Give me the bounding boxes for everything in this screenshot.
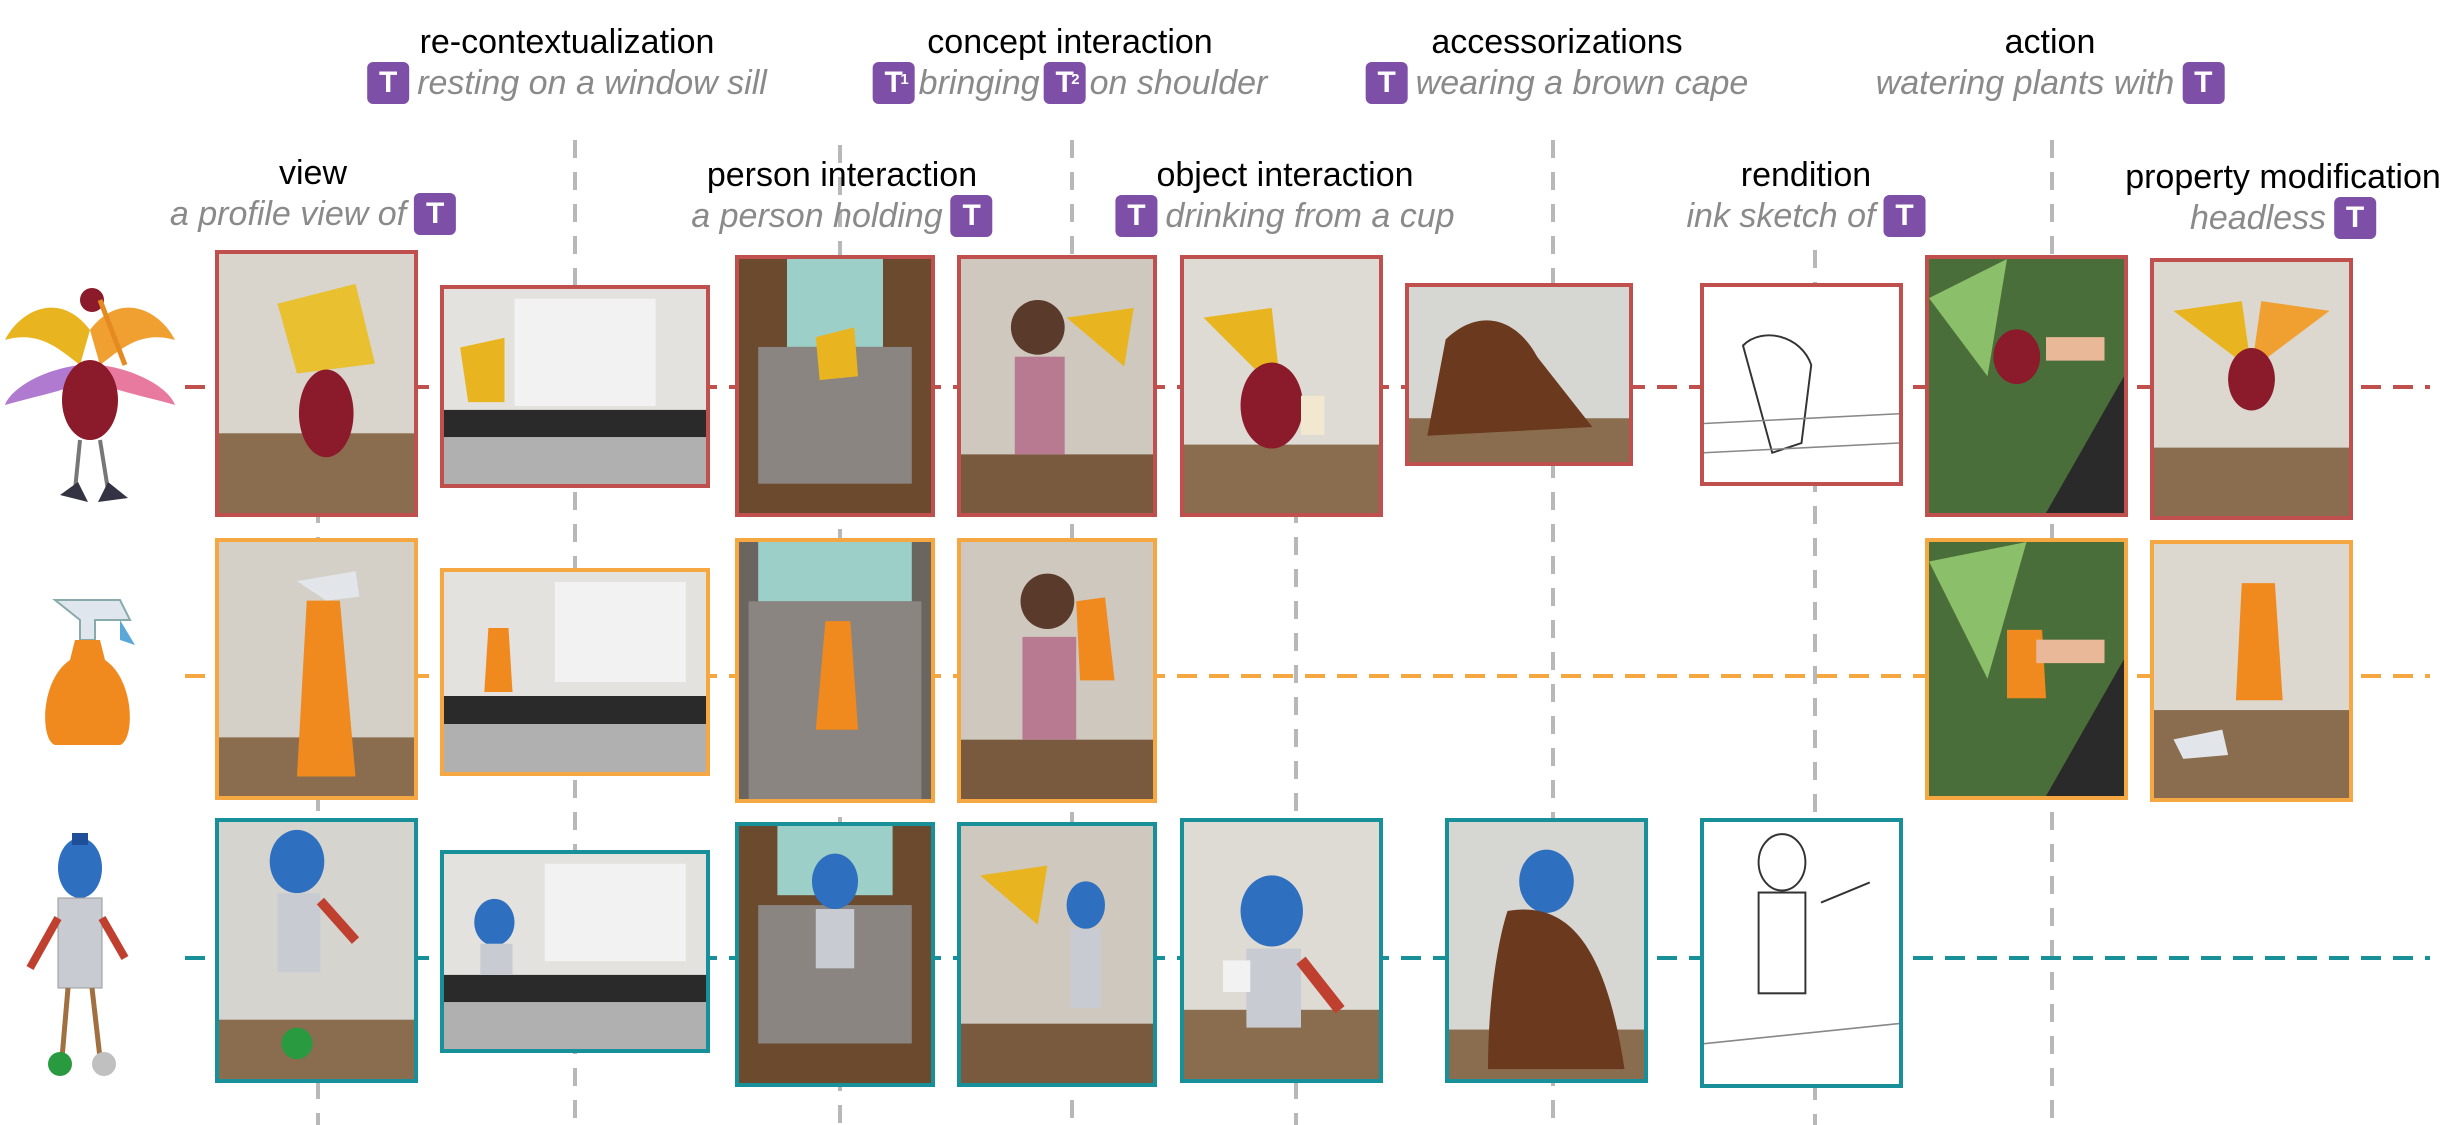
- generated-image-tile: [1925, 538, 2128, 800]
- column-title: property modification: [2125, 158, 2441, 196]
- column-prompt: T drinking from a cup: [1115, 195, 1455, 237]
- generated-image-tile: [215, 818, 418, 1083]
- generated-image-tile: [440, 285, 710, 488]
- column-label-action: action watering plants with T: [1876, 22, 2225, 104]
- generated-image-tile: [735, 822, 935, 1087]
- column-label-person: person interaction a person holding T: [691, 155, 993, 237]
- token-icon: T: [1365, 62, 1408, 104]
- token-icon: T: [367, 62, 410, 104]
- column-title: re-contextualization: [419, 23, 715, 61]
- token-icon: T: [2334, 197, 2377, 239]
- generated-image-tile: [440, 568, 710, 776]
- column-title: concept interaction: [927, 23, 1213, 61]
- spray-bottle-icon: [45, 599, 135, 745]
- column-label-object: object interaction T drinking from a cup: [1115, 155, 1455, 237]
- generated-image-tile: [1180, 255, 1383, 517]
- generated-image-tile: [1180, 818, 1383, 1083]
- column-prompt: ink sketch of T: [1687, 195, 1926, 237]
- column-title: view: [278, 154, 348, 192]
- generated-image-tile: [440, 850, 710, 1053]
- generated-image-tile: [957, 538, 1157, 803]
- token-icon: T: [1883, 195, 1926, 237]
- generated-image-tile: [957, 255, 1157, 517]
- bird-figure-icon: [5, 288, 175, 502]
- column-label-recontext: re-contextualization T resting on a wind…: [367, 22, 767, 104]
- generated-image-tile: [2150, 258, 2353, 520]
- column-prompt: watering plants with T: [1876, 62, 2225, 104]
- column-prompt: T resting on a window sill: [367, 62, 767, 104]
- column-title: object interaction: [1156, 156, 1414, 194]
- column-title: action: [2004, 23, 2096, 61]
- column-title: rendition: [1740, 156, 1872, 194]
- generated-image-tile: [1445, 818, 1648, 1083]
- column-prompt: T wearing a brown cape: [1365, 62, 1748, 104]
- bottle-figure-icon: [26, 833, 129, 1076]
- column-title: accessorizations: [1431, 23, 1683, 61]
- generated-image-tile: [2150, 540, 2353, 802]
- generated-image-tile: [1405, 283, 1633, 466]
- generated-image-tile: [1700, 283, 1903, 486]
- token-icon: T: [950, 195, 993, 237]
- generated-image-tile: [215, 250, 418, 517]
- column-prompt: a profile view of T: [170, 193, 457, 235]
- column-label-rendition: rendition ink sketch of T: [1687, 155, 1926, 237]
- token-icon: T: [2182, 62, 2225, 104]
- generated-image-tile: [215, 538, 418, 800]
- column-label-accessor: accessorizations T wearing a brown cape: [1365, 22, 1748, 104]
- column-label-view: view a profile view of T: [170, 153, 457, 235]
- column-prompt: a person holding T: [691, 195, 993, 237]
- token-icon: T: [1115, 195, 1158, 237]
- generated-image-tile: [1925, 255, 2128, 517]
- column-prompt: headless T: [2125, 197, 2441, 239]
- generated-image-tile: [735, 538, 935, 803]
- generated-image-tile: [1700, 818, 1903, 1088]
- column-title: person interaction: [706, 156, 978, 194]
- token-icon: T: [414, 193, 457, 235]
- generated-image-tile: [957, 822, 1157, 1087]
- generated-image-tile: [735, 255, 935, 517]
- column-label-property: property modification headless T: [2125, 157, 2441, 239]
